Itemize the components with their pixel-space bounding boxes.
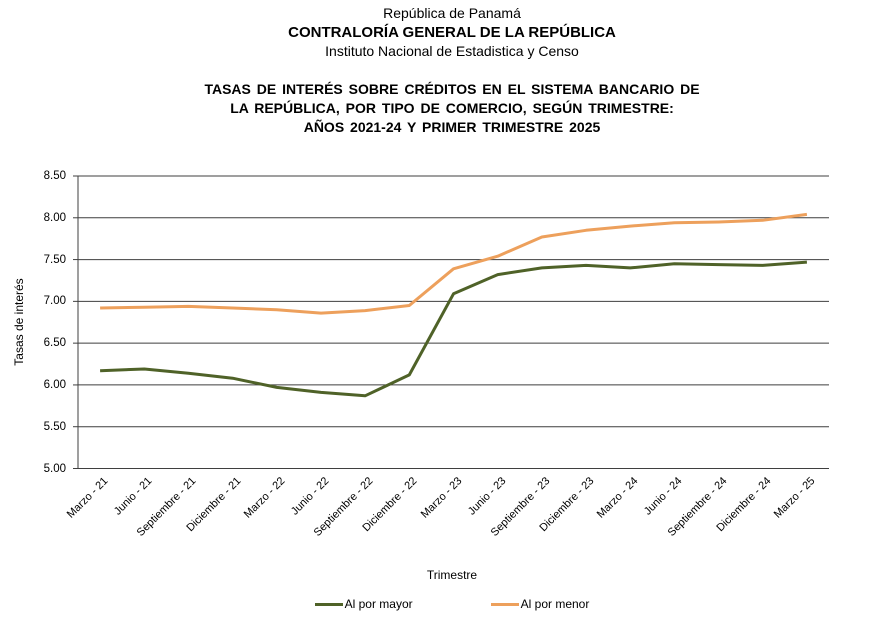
y-tick-label: 8.00 [43,211,66,224]
y-axis-title: Tasas de interés [12,278,26,366]
y-tick-label: 5.50 [43,420,66,433]
y-tick-label: 7.00 [43,295,66,308]
y-tick-label: 6.00 [43,378,66,391]
legend-label-al-por-mayor: Al por mayor [344,597,413,611]
legend-label-al-por-menor: Al por menor [520,597,590,611]
series-line-al-por-mayor [100,260,808,398]
legend-line-swatch-al-por-menor [490,602,519,606]
legend-item-al-por-mayor: Al por mayor [314,597,413,611]
x-axis-title: Trimestre [426,568,478,582]
chart-title-line-1: TASAS DE INTERÉS SOBRE CRÉDITOS EN EL SI… [204,81,700,97]
y-tick-label: 5.00 [43,462,66,475]
y-tick-label: 6.50 [43,337,66,350]
series-line-al-por-menor [100,212,808,315]
chart-title-line-2: LA REPÚBLICA, POR TIPO DE COMERCIO, SEGÚ… [230,100,674,116]
institution-name: CONTRALORÍA GENERAL DE LA REPÚBLICA [288,24,616,41]
chart-title: TASAS DE INTERÉS SOBRE CRÉDITOS EN EL SI… [26,80,878,137]
chart-legend: Al por mayor Al por menor [26,597,878,611]
y-tick-label: 8.50 [43,170,66,182]
y-tick-label: 7.50 [43,253,66,266]
legend-item-al-por-menor: Al por menor [490,597,590,611]
chart-title-line-3: AÑOS 2021-24 Y PRIMER TRIMESTRE 2025 [303,119,601,135]
document-header: República de Panamá CONTRALORÍA GENERAL … [26,5,878,59]
institute-subtitle: Instituto Nacional de Estadistica y Cens… [325,43,579,59]
legend-line-swatch-al-por-mayor [314,602,343,606]
country-name: República de Panamá [383,5,521,21]
